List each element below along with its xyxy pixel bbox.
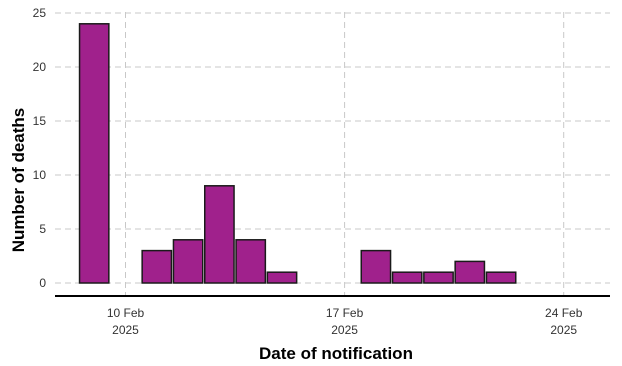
y-tick-label: 25 [33, 6, 47, 20]
x-tick-label-year: 2025 [331, 323, 358, 337]
y-tick-label: 10 [33, 168, 47, 182]
x-tick-label-day: 17 Feb [326, 306, 364, 320]
y-tick-label: 0 [39, 276, 46, 290]
bar [266, 271, 298, 284]
bar [235, 239, 267, 284]
x-tick-labels: 10 Feb 2025 17 Feb 2025 24 Feb 2025 [107, 306, 583, 337]
bar [78, 23, 110, 284]
bar [454, 260, 486, 284]
bar [172, 239, 204, 284]
y-tick-labels: 0 5 10 15 20 25 [33, 6, 47, 290]
grid [55, 12, 610, 296]
x-axis-title: Date of notification [259, 344, 413, 363]
bar [141, 249, 173, 284]
y-axis-title: Number of deaths [9, 108, 28, 253]
bar [360, 249, 392, 284]
y-tick-label: 20 [33, 60, 47, 74]
x-tick-label-year: 2025 [112, 323, 139, 337]
bars [78, 23, 517, 284]
bar [485, 271, 517, 284]
y-tick-label: 15 [33, 114, 47, 128]
bar [391, 271, 423, 284]
bar [423, 271, 454, 284]
x-tick-label-day: 24 Feb [545, 306, 583, 320]
bar [204, 185, 235, 284]
y-tick-label: 5 [39, 222, 46, 236]
x-tick-label-day: 10 Feb [107, 306, 145, 320]
x-tick-label-year: 2025 [550, 323, 577, 337]
